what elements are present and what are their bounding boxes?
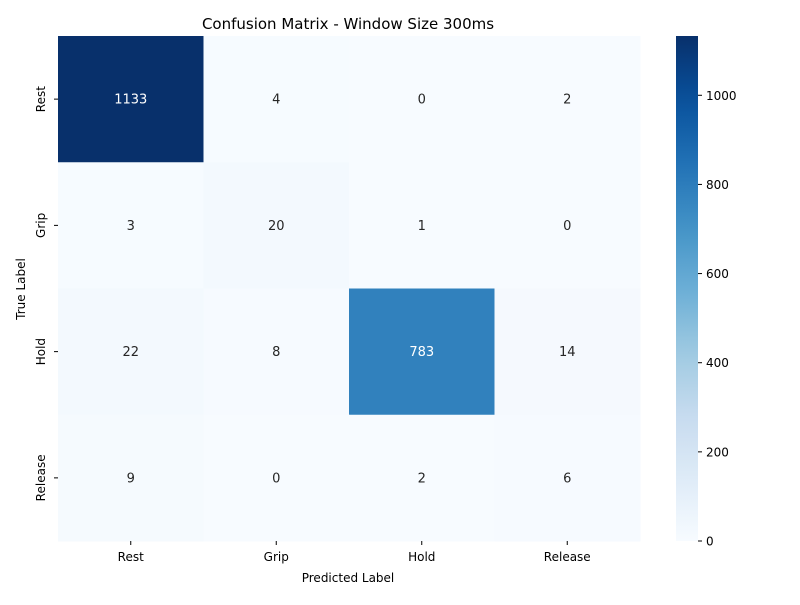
cell-value-label: 2 [418,471,426,486]
heatmap-cell [494,36,641,163]
cell-value-label: 9 [127,471,135,486]
y-axis-ticks: Rest Grip Hold Release [34,86,58,501]
heatmap-cell [494,162,641,289]
cell-value-label: 22 [122,345,139,360]
heatmap-cell [349,414,495,542]
cell-value-label: 0 [418,93,426,108]
heatmap-cell [349,36,495,163]
chart-title: Confusion Matrix - Window Size 300ms [202,15,494,33]
cell-value-label: 6 [563,471,571,486]
cell-value-label: 3 [127,219,135,234]
heatmap-cell [349,288,495,416]
cell-value-label: 0 [272,471,280,486]
y-tick-label: Grip [34,213,48,238]
y-axis-label: True Label [14,258,28,321]
colorbar-tick-label: 200 [706,445,729,459]
x-axis-label: Predicted Label [302,571,395,585]
colorbar-tick-label: 0 [706,535,714,549]
cell-value-label: 1 [418,219,426,234]
cell-value-label: 783 [409,345,434,360]
cell-value-label: 20 [268,219,285,234]
colorbar-tick-label: 400 [706,356,729,370]
cell-value-label: 14 [559,345,576,360]
colorbar: 0 200 400 600 800 1000 [676,36,737,549]
colorbar-tick-label: 1000 [706,89,737,103]
y-tick-label: Rest [34,86,48,112]
heatmap-cells [58,36,641,542]
x-tick-label: Release [544,550,591,564]
heatmap-cell [203,414,350,542]
x-axis-ticks: Rest Grip Hold Release [118,541,591,564]
cell-value-label: 8 [272,345,280,360]
heatmap-cell [349,162,495,289]
cell-value-label: 2 [563,93,571,108]
colorbar-tick-label: 800 [706,178,729,192]
heatmap-cell [58,414,204,542]
x-tick-label: Rest [118,550,144,564]
cell-value-labels: 1133 4 0 2 3 20 1 0 22 8 783 14 9 0 2 6 [114,93,575,487]
heatmap-cell [58,162,204,289]
heatmap-cell [58,288,204,416]
colorbar-tick-label: 600 [706,267,729,281]
cell-value-label: 4 [272,93,280,108]
heatmap-cell [494,288,641,416]
cell-value-label: 0 [563,219,571,234]
x-tick-label: Grip [264,550,289,564]
heatmap-cell [494,414,641,542]
heatmap-cell [203,36,350,163]
y-tick-label: Release [34,454,48,501]
colorbar-gradient [676,36,698,541]
cell-value-label: 1133 [114,93,147,108]
heatmap-cell [58,36,204,163]
heatmap-cell [203,288,350,416]
x-tick-label: Hold [408,550,435,564]
y-tick-label: Hold [34,338,48,365]
heatmap-cell [203,162,350,289]
